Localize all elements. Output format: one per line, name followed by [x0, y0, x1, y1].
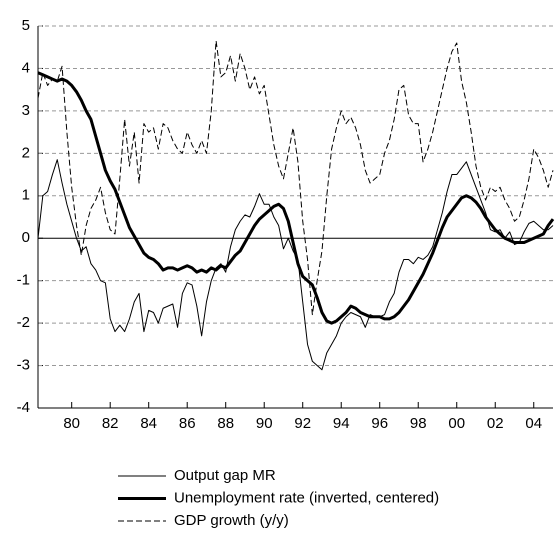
x-tick-label: 02 [487, 415, 504, 432]
y-tick-label: 3 [22, 102, 30, 119]
x-tick-label: 92 [294, 415, 311, 432]
legend-label: Unemployment rate (inverted, centered) [174, 489, 439, 506]
y-tick-label: -3 [17, 357, 30, 374]
legend-label: GDP growth (y/y) [174, 512, 289, 529]
x-tick-label: 98 [410, 415, 427, 432]
y-tick-label: -4 [17, 399, 30, 416]
x-tick-label: 00 [448, 415, 465, 432]
x-tick-label: 94 [333, 415, 350, 432]
x-tick-label: 96 [371, 415, 388, 432]
y-tick-label: 2 [22, 144, 30, 161]
y-tick-label: 0 [22, 229, 30, 246]
x-tick-label: 04 [525, 415, 542, 432]
series-line [37, 71, 555, 325]
x-tick-label: 84 [140, 415, 157, 432]
legend-label: Output gap MR [174, 467, 276, 484]
y-tick-label: 1 [22, 187, 30, 204]
y-tick-label: -2 [17, 314, 30, 331]
x-tick-label: 80 [63, 415, 80, 432]
y-tick-label: 4 [22, 59, 30, 76]
series-line [37, 40, 554, 316]
x-tick-label: 88 [217, 415, 234, 432]
x-tick-label: 86 [179, 415, 196, 432]
x-tick-label: 82 [102, 415, 119, 432]
y-tick-label: -1 [17, 272, 30, 289]
y-tick-label: 5 [22, 17, 30, 34]
x-tick-label: 90 [256, 415, 273, 432]
